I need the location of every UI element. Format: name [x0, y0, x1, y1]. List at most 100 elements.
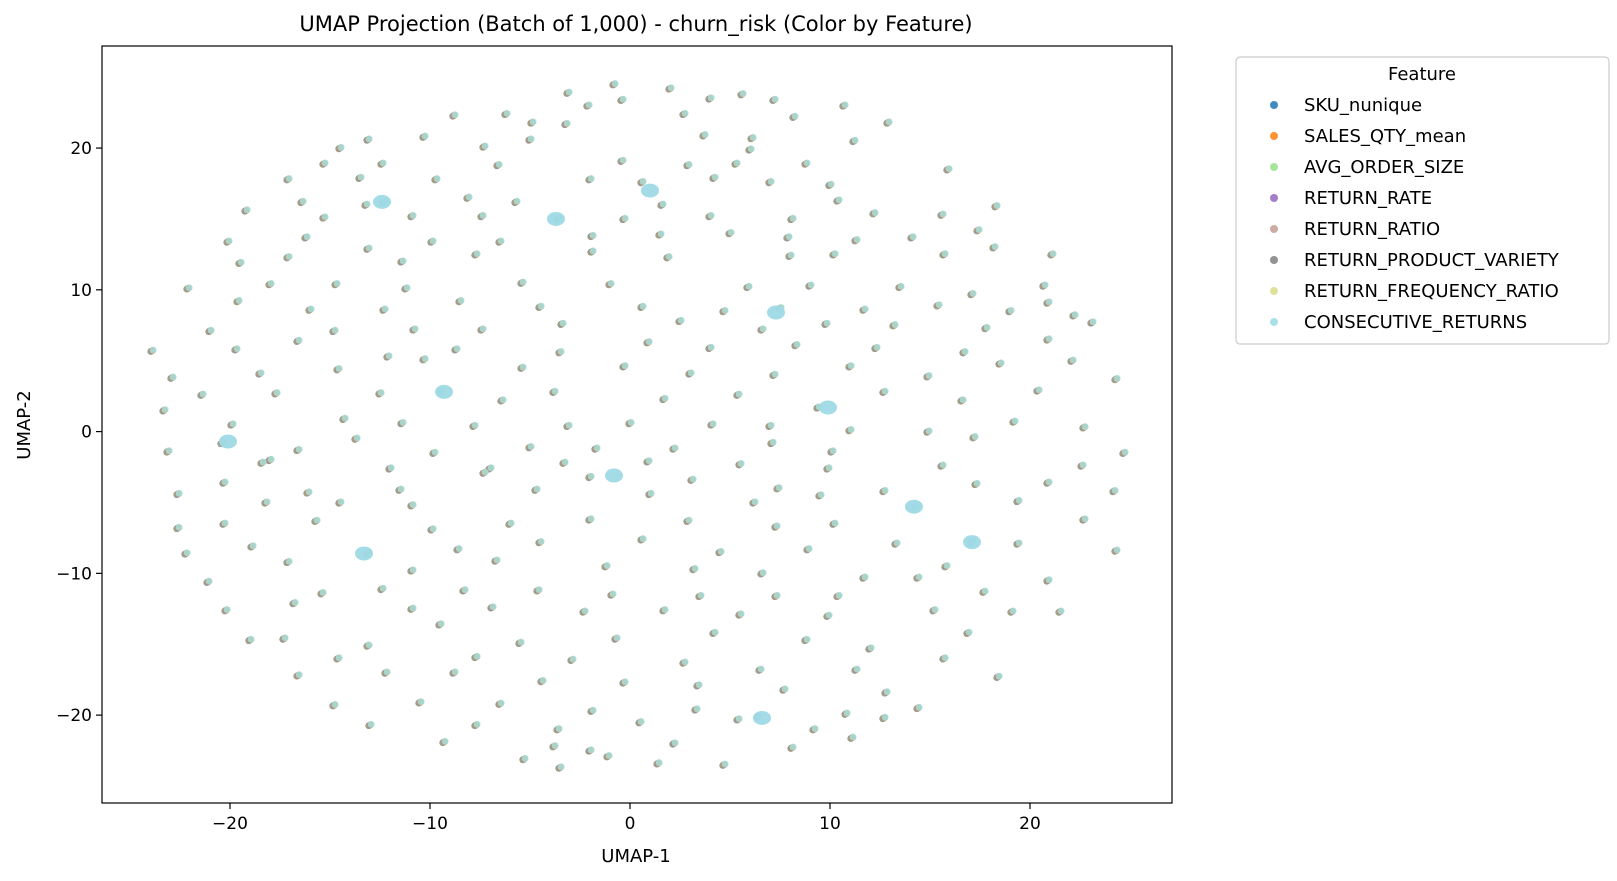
scatter-point	[931, 606, 939, 613]
scatter-point	[661, 394, 669, 402]
scatter-point	[1045, 576, 1053, 584]
scatter-point	[781, 685, 789, 693]
scatter-point	[971, 433, 979, 440]
scatter-point	[773, 591, 781, 599]
scatter-point	[221, 478, 229, 486]
scatter-point	[321, 213, 329, 221]
scatter-point	[637, 718, 645, 725]
scatter-point	[939, 461, 947, 469]
scatter-point	[1081, 515, 1089, 523]
scatter-point	[519, 278, 527, 286]
scatter-point	[671, 739, 679, 747]
y-axis: −20 −10 0 10 20	[56, 139, 102, 726]
scatter-point	[273, 389, 281, 396]
scatter-point	[835, 591, 843, 599]
scatter-point	[1113, 375, 1121, 382]
scatter-point	[803, 159, 811, 167]
points-layer	[147, 80, 1129, 772]
legend-entry-label: SALES_QTY_mean	[1304, 126, 1466, 147]
scatter-point	[981, 587, 989, 595]
scatter-point	[1009, 607, 1017, 615]
scatter-point	[711, 628, 719, 636]
scatter-point	[1045, 478, 1053, 486]
scatter-point	[207, 326, 215, 334]
scatter-point	[1081, 423, 1089, 431]
scatter-point	[457, 297, 465, 304]
scatter-point	[835, 196, 843, 204]
scatter-point	[697, 591, 705, 599]
scatter-point	[285, 175, 293, 182]
scatter-point	[853, 236, 861, 243]
scatter-point	[1015, 496, 1023, 504]
scatter-point	[295, 336, 303, 344]
scatter-point	[587, 746, 595, 754]
scatter-point	[479, 325, 487, 333]
scatter-point	[451, 668, 459, 676]
scatter-point	[313, 516, 321, 524]
scatter-point	[235, 297, 243, 304]
scatter-point	[969, 289, 977, 297]
scatter-point	[603, 562, 611, 569]
scatter-point	[513, 197, 521, 205]
scatter-point	[387, 464, 395, 472]
scatter-point	[237, 258, 245, 266]
scatter-point	[263, 498, 271, 506]
scatter-point	[695, 681, 703, 689]
scatter-point	[767, 177, 775, 185]
scatter-point	[409, 604, 417, 612]
scatter-point	[307, 305, 315, 313]
scatter-point	[377, 389, 385, 396]
scatter-point	[185, 284, 193, 292]
scatter-point	[759, 325, 767, 333]
scatter-point	[587, 515, 595, 523]
scatter-point	[639, 177, 647, 185]
legend-marker	[1270, 256, 1278, 264]
scatter-point	[331, 326, 339, 334]
scatter-point	[399, 257, 407, 265]
scatter-point	[411, 325, 419, 333]
scatter-point	[551, 742, 559, 749]
scatter-point	[773, 522, 781, 530]
scatter-point	[433, 175, 441, 182]
scatter-point	[645, 338, 653, 345]
scatter-point	[497, 237, 505, 245]
scatter-point	[803, 635, 811, 643]
scatter-point	[587, 472, 595, 480]
scatter-point	[685, 516, 693, 524]
legend-entry-label: RETURN_RATE	[1304, 188, 1432, 209]
scatter-point	[1045, 298, 1053, 306]
scatter-point	[367, 720, 375, 728]
scatter-point	[677, 316, 685, 324]
scatter-point	[721, 306, 729, 314]
scatter-point	[551, 387, 559, 395]
scatter-point	[881, 713, 889, 721]
scatter-point	[381, 305, 389, 313]
legend-marker	[1270, 132, 1278, 140]
scatter-point	[291, 598, 299, 606]
scatter-point	[685, 160, 693, 168]
scatter-point	[645, 457, 653, 465]
scatter-point	[487, 464, 495, 472]
scatter-point	[473, 720, 481, 728]
scatter-point	[429, 237, 437, 245]
scatter-point	[429, 525, 437, 533]
scatter-point	[1045, 335, 1053, 343]
scatter-point	[771, 370, 779, 378]
scatter-point	[831, 519, 839, 527]
scatter-point	[557, 348, 565, 355]
scatter-point	[175, 523, 183, 531]
scatter-point	[299, 197, 307, 205]
scatter-point	[489, 603, 497, 611]
scatter-point	[861, 305, 869, 313]
scatter-point	[941, 250, 949, 258]
scatter-point	[659, 200, 667, 208]
scatter-point	[709, 420, 717, 428]
scatter-point	[473, 652, 481, 660]
scatter-point	[657, 230, 665, 238]
legend-marker	[1270, 287, 1278, 295]
scatter-point	[1011, 417, 1019, 425]
scatter-point	[507, 519, 515, 527]
scatter-point	[733, 159, 741, 167]
legend-frame	[1235, 56, 1610, 345]
scatter-point	[527, 135, 535, 143]
